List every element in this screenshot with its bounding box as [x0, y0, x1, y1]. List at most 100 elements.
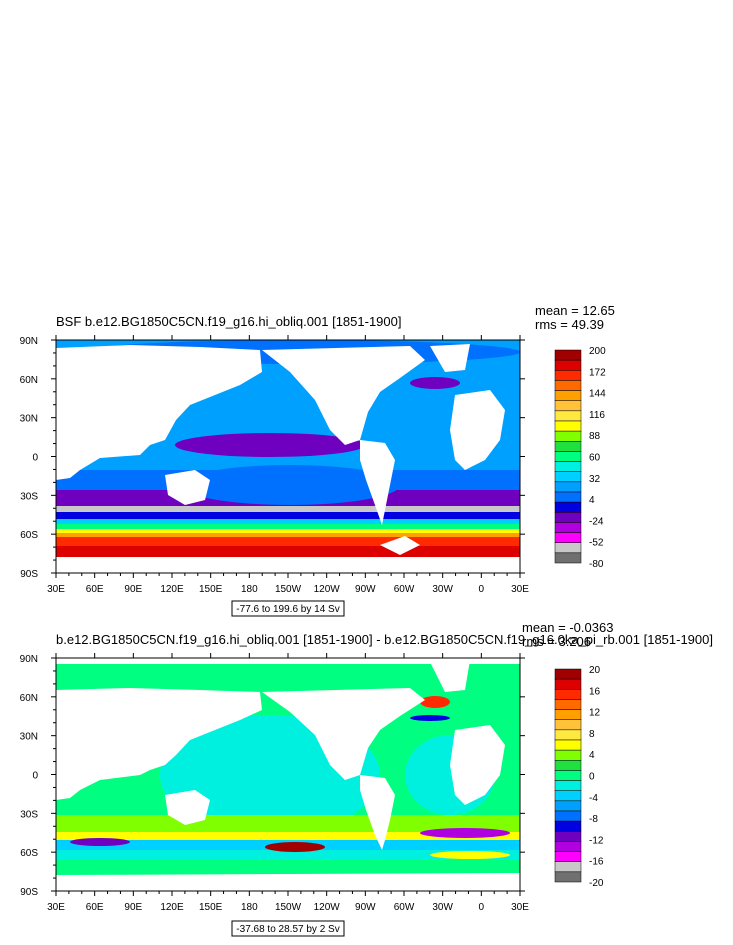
p2-ytick-label-0: 90N — [20, 654, 38, 665]
p2-colorbar-swatch-9 — [554, 760, 582, 771]
panel-2-axes: 30E 60E 90E 120E 150E 180 150W 120W 90W 60W 30W 0 30… — [20, 653, 529, 913]
p2-xtick-label-5: 180 — [241, 902, 258, 913]
panel-1-range-label: -77.6 to 199.6 by 14 Sv — [236, 604, 339, 615]
p2-antarctica — [56, 873, 520, 891]
p1-colorbar-label-8: -24 — [589, 516, 604, 527]
p1-north-america — [262, 346, 425, 445]
p1-colorbar-label-10: -80 — [589, 559, 604, 570]
p2-colorbar-swatch-1 — [554, 678, 582, 690]
panel-2-map — [56, 658, 520, 891]
p2-xtick-label-4: 150E — [199, 902, 223, 913]
p1-sp-gyre — [180, 465, 400, 505]
panel-2-colorbar: 20 16 12 8 4 0 -4 -8 -12 -16 -20 — [554, 665, 604, 889]
panel-2-range-label: -37.68 to 28.57 by 2 Sv — [236, 924, 339, 935]
p2-ytick-label-3: 0 — [32, 771, 38, 782]
p1-ytick-label-1: 60N — [20, 375, 38, 386]
p1-colorbar-label-6: 32 — [589, 474, 601, 485]
p1-africa-atl — [450, 390, 505, 470]
p1-colorbar-swatch-5 — [554, 400, 582, 412]
p1-colorbar-swatch-10 — [554, 451, 582, 462]
p1-colorbar-swatch-12 — [554, 471, 582, 483]
p1-band-s8 — [56, 533, 520, 538]
p2-xtick-label-0: 30E — [47, 902, 65, 913]
p1-colorbar-swatch-19 — [554, 542, 582, 554]
p1-south-america — [360, 440, 395, 525]
p1-colorbar-label-1: 172 — [589, 367, 606, 378]
p2-ytick-label-4: 30S — [20, 809, 38, 820]
p2-atl-anomaly — [420, 828, 510, 838]
p2-arctic-white — [56, 658, 520, 664]
p1-ytick-label-0: 90N — [20, 336, 38, 347]
p1-colorbar-label-4: 88 — [589, 431, 601, 442]
p2-colorbar-label-1: 16 — [589, 686, 601, 697]
p2-colorbar-label-0: 20 — [589, 665, 601, 676]
p2-xtick-label-8: 90W — [355, 902, 376, 913]
p2-xtick-label-10: 30W — [432, 902, 453, 913]
p1-greenland — [430, 344, 470, 372]
p1-band-s4 — [56, 512, 520, 520]
p1-colorbar-label-5: 60 — [589, 453, 601, 464]
p2-colorbar-swatch-16 — [554, 831, 582, 842]
p1-colorbar-swatch-17 — [554, 522, 582, 533]
p1-xtick-label-3: 120E — [160, 584, 184, 595]
p2-xtick-label-1: 60E — [86, 902, 104, 913]
p2-xtick-label-12: 30E — [511, 902, 529, 913]
p1-colorbar-swatch-3 — [554, 380, 582, 391]
p2-south-america — [360, 775, 395, 850]
p1-xtick-label-6: 150W — [275, 584, 302, 595]
p1-colorbar-swatch-4 — [554, 390, 582, 401]
panel-1-axes: 30E 60E 90E 120E 150E 180 150W 120W 90W 60W 30W 0 30… — [20, 335, 529, 595]
p2-australia — [165, 790, 210, 825]
p2-colorbar-swatch-15 — [554, 820, 582, 832]
p2-colorbar-swatch-11 — [554, 780, 582, 791]
p2-colorbar-label-6: -4 — [589, 793, 598, 804]
p2-colorbar-label-5: 0 — [589, 772, 595, 783]
p2-xtick-label-9: 60W — [394, 902, 415, 913]
p1-colorbar-label-3: 116 — [589, 410, 605, 421]
p1-xtick-label-8: 90W — [355, 584, 376, 595]
p2-xtick-label-6: 150W — [275, 902, 302, 913]
p1-xtick-label-11: 0 — [479, 584, 485, 595]
panel-1-range-box — [231, 600, 345, 617]
p2-colorbar-swatch-20 — [554, 871, 582, 883]
p1-ytick-label-2: 30N — [20, 414, 38, 425]
p2-colorbar-label-9: -16 — [589, 857, 604, 868]
p1-xtick-label-4: 150E — [199, 584, 223, 595]
p1-colorbar-swatch-20 — [554, 552, 582, 564]
p2-north-america — [262, 688, 425, 780]
p2-xtick-label-3: 120E — [160, 902, 184, 913]
p1-antarctica-peninsula — [380, 536, 420, 555]
p2-xtick-label-2: 90E — [124, 902, 142, 913]
p1-band-s3 — [56, 506, 520, 516]
p2-red-anomaly — [265, 842, 325, 852]
p2-band-s1 — [56, 815, 520, 835]
p2-xtick-label-11: 0 — [479, 902, 485, 913]
p2-colorbar-swatch-13 — [554, 800, 582, 812]
p1-colorbar-swatch-11 — [554, 461, 582, 472]
p2-greenland — [430, 660, 470, 692]
p1-ytick-label-5: 60S — [20, 530, 38, 541]
p1-colorbar-swatch-13 — [554, 481, 582, 493]
p2-xtick-label-7: 120W — [314, 902, 341, 913]
p2-colorbar-swatch-17 — [554, 841, 582, 852]
p2-purple-anomaly — [70, 838, 130, 846]
p2-colorbar-swatch-10 — [554, 770, 582, 781]
p1-xtick-label-2: 90E — [124, 584, 142, 595]
p1-band-s5 — [56, 519, 520, 525]
p1-np-gyre — [175, 433, 365, 457]
p1-band-s9 — [56, 537, 520, 547]
p2-ytick-label-2: 30N — [20, 732, 38, 743]
p1-colorbar-swatch-8 — [554, 430, 582, 442]
p1-xtick-label-9: 60W — [394, 584, 415, 595]
p2-colorbar-swatch-18 — [554, 851, 582, 862]
p1-australia — [165, 470, 210, 505]
p2-africa-eurasia — [56, 688, 262, 800]
p2-band-s4 — [56, 850, 520, 860]
p2-atl-yellow — [430, 851, 510, 859]
panel-2-range-box — [231, 920, 345, 937]
p2-colorbar-swatch-12 — [554, 790, 582, 802]
p2-colorbar-swatch-14 — [554, 810, 582, 822]
p1-colorbar-swatch-14 — [554, 491, 582, 503]
p1-ytick-label-6: 90S — [20, 569, 38, 580]
p1-colorbar-label-2: 144 — [589, 389, 606, 400]
